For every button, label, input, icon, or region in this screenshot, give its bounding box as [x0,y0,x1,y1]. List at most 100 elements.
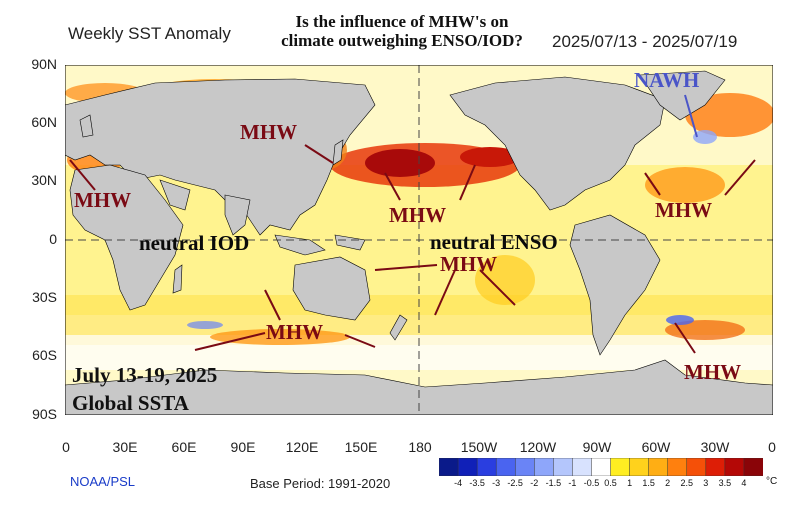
colorbar-swatch [743,457,764,477]
leader-south-indian-w [194,332,266,351]
eurasia [65,78,376,236]
leader-sw-pacific [434,269,456,316]
new-guinea [334,234,366,251]
lat-tick: 30S [32,289,57,305]
label-mhw-japan: MHW [240,120,298,144]
colorbar-tick-label: 1.5 [642,478,655,488]
nw-atlantic-mhw [645,167,725,203]
label-mhw-npac: MHW [389,203,447,227]
label-neutral-enso: neutral ENSO [430,230,558,254]
map-title: Weekly SST Anomaly [68,24,231,43]
colorbar-swatch [438,457,459,477]
colorbar-tick-label: -1.5 [545,478,562,488]
colorbar [438,457,764,477]
colorbar-tick-label: -4 [454,478,463,488]
colorbar-swatch [610,457,631,477]
label-mhw-med: MHW [74,188,132,212]
south-atlantic-cool-spot [666,315,694,325]
leader-south-indian-e [344,334,376,348]
colorbar-swatch [724,457,745,477]
colorbar-tick-label: 4 [741,478,747,488]
arabia [159,179,191,211]
lon-tick: 150W [460,439,498,455]
label-mhw-pacific: MHW [440,252,498,276]
north-america [449,76,666,211]
lat-tick: 90S [32,406,57,422]
colorbar-unit: °C [766,476,778,487]
label-mhw-indian: MHW [266,320,324,344]
lat-tick: 60N [31,114,57,130]
colorbar-tick-label: -3.5 [469,478,485,488]
lon-tick: 90W [582,439,612,455]
lat-tick: 60S [32,347,57,363]
leader-med [69,159,96,191]
southern-cool-spot [187,321,223,329]
australia [292,256,371,321]
colorbar-tick-label: -2 [530,478,539,488]
labrador-cool-spot [693,130,717,144]
lon-tick: 0 [768,439,776,455]
colorbar-swatch [457,457,478,477]
leader-japan [304,144,334,164]
colorbar-swatches [438,457,764,477]
lon-tick: 150E [344,439,378,455]
lat-tick: 0 [49,231,57,247]
label-mhw-natl: MHW [655,198,713,222]
south-america [569,214,661,356]
madagascar [172,264,183,294]
colorbar-swatch [534,457,554,477]
colorbar-swatch [572,457,593,477]
npac-mhw-core [365,149,435,177]
source-label: NOAA/PSL [70,474,136,489]
lon-tick: 90E [230,439,256,455]
date-range: 2025/07/13 - 2025/07/19 [552,32,738,51]
india [224,194,251,236]
south-pacific-warm [475,255,535,305]
colorbar-swatch [514,457,535,477]
colorbar-swatch [553,457,573,477]
colorbar-tick-label: 2.5 [680,478,694,488]
japan [332,139,344,166]
colorbar-tick-label: 0.5 [604,478,617,488]
leader-npac-west [384,172,401,201]
lon-tick: 180 [408,439,432,455]
colorbar-swatch [705,457,726,477]
lon-tick: 120W [519,439,557,455]
colorbar-swatch [476,457,497,477]
leader-nawh [684,94,698,138]
colorbar-tick-label: 2 [665,478,671,488]
colorbar-tick-label: -0.5 [583,478,600,488]
colorbar-tick-label: 3.5 [718,478,732,488]
new-zealand [389,314,408,341]
lat-tick: 90N [31,56,57,72]
lon-tick: 60E [171,439,197,455]
base-period-label: Base Period: 1991-2020 [250,476,391,491]
colorbar-swatch [686,457,707,477]
question-line-1: Is the influence of MHW's on [295,12,509,31]
british-isles [79,114,94,138]
antarctica [65,359,773,415]
question-line-2: climate outweighing ENSO/IOD? [281,31,523,50]
colorbar-labels: -4 -3.5 -3 -2.5 -2 -1.5 -1 -0.5 0.5 1 1.5 2 2.5 3 3.5 4 [439,478,769,492]
mhw-leader-lines [69,144,756,354]
greenland [639,70,726,121]
southern-indian-mhw [210,329,350,345]
colorbar-swatch [495,457,516,477]
lon-tick: 30E [112,439,138,455]
leader-indian [264,289,281,321]
africa [69,164,184,311]
north-atlantic-warm [685,93,773,137]
label-nawh: NAWH [634,68,700,92]
lon-tick: 120E [285,439,319,455]
colorbar-tick-label: -2.5 [507,478,523,488]
colorbar-swatch [667,457,688,477]
colorbar-tick-label: -3 [492,478,501,488]
leader-tasman [374,264,438,271]
lon-tick: 0 [62,439,70,455]
label-date: July 13-19, 2025 [72,363,218,387]
leader-gulfstream [644,172,661,196]
south-atlantic-mhw [665,320,745,340]
colorbar-tick-label: 3 [703,478,709,488]
leader-s-atl [674,322,696,354]
leader-se-pacific [479,269,516,306]
